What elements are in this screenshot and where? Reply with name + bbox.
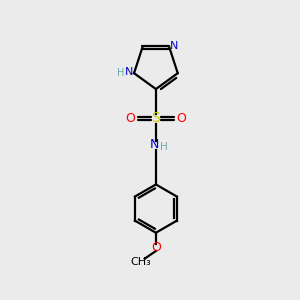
- Text: O: O: [177, 112, 186, 125]
- Text: H: H: [160, 142, 168, 152]
- Text: H: H: [117, 68, 124, 78]
- Text: CH₃: CH₃: [130, 256, 151, 267]
- Text: N: N: [150, 139, 159, 152]
- Text: N: N: [124, 67, 133, 77]
- Text: O: O: [151, 241, 161, 254]
- Text: O: O: [125, 112, 135, 125]
- Text: S: S: [152, 112, 160, 125]
- Text: N: N: [169, 41, 178, 51]
